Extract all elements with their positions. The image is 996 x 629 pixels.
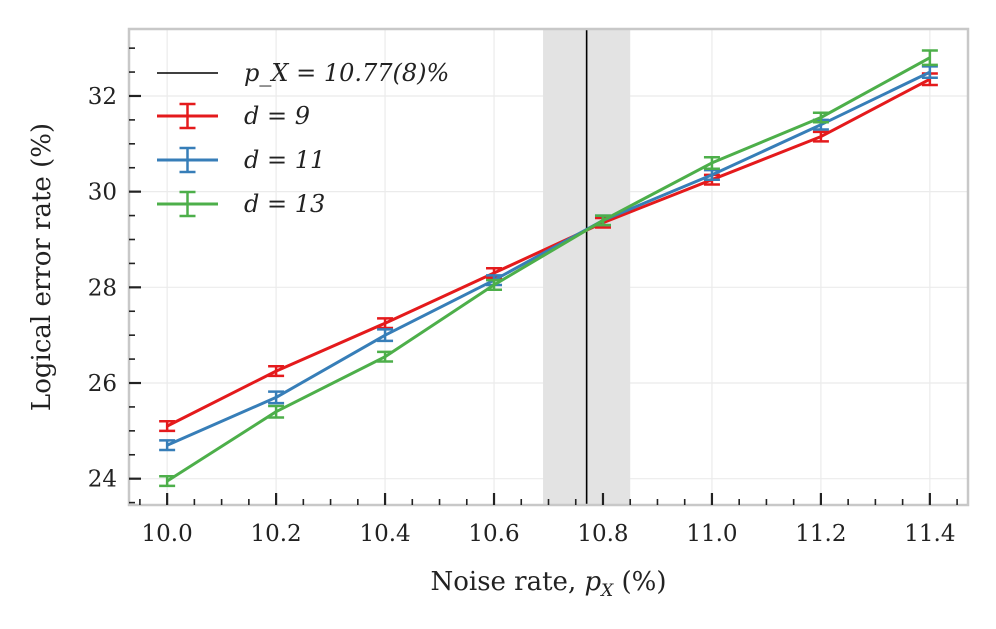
x-axis-label-prefix: Noise rate,	[430, 567, 584, 597]
legend-label: d = 9	[244, 102, 310, 130]
x-axis-label: Noise rate, pX (%)	[430, 567, 666, 601]
x-tick-label: 11.0	[686, 521, 737, 547]
y-tick-label: 24	[88, 467, 117, 493]
axis-ticks	[129, 47, 958, 505]
series-line	[166, 56, 931, 483]
x-axis-label-subscript: X	[599, 581, 614, 601]
y-tick-label: 32	[88, 84, 117, 110]
y-tick-label: 28	[88, 275, 117, 301]
x-tick-label: 10.4	[359, 521, 410, 547]
series-3	[159, 49, 938, 488]
series-layer	[159, 49, 938, 488]
series-line	[166, 77, 931, 428]
x-tick-label: 11.2	[795, 521, 846, 547]
legend: p_X = 10.77(8)% d = 9 d = 11 d = 13	[157, 59, 449, 218]
legend-label: d = 13	[244, 190, 325, 218]
x-tick-label: 11.4	[904, 521, 955, 547]
x-tick-label: 10.8	[577, 521, 628, 547]
legend-threshold-label: p_X = 10.77(8)%	[244, 59, 449, 87]
y-axis-label: Logical error rate (%)	[27, 123, 57, 411]
x-axis-label-symbol: p	[584, 567, 601, 597]
threshold-band-layer	[543, 29, 631, 505]
x-tick-label: 10.6	[468, 521, 519, 547]
series-1	[159, 72, 938, 433]
y-tick-label: 26	[88, 371, 117, 397]
y-tick-label: 30	[88, 180, 117, 206]
tick-labels: 10.0 10.2 10.4 10.6 10.8 11.0 11.2 11.4 24 26 28 30…	[88, 84, 956, 547]
series-line	[166, 70, 931, 447]
x-tick-label: 10.2	[250, 521, 301, 547]
legend-label: d = 11	[244, 146, 325, 174]
x-axis-label-unit: (%)	[613, 567, 666, 597]
x-tick-label: 10.0	[142, 521, 193, 547]
